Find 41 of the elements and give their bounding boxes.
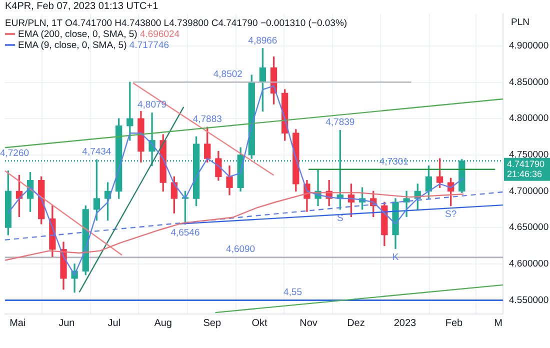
y-tick-label: 4.600000 — [509, 258, 549, 270]
y-tick-label: 4.650000 — [509, 222, 549, 234]
annotation: 4,7839 — [326, 117, 355, 128]
x-tick-label: Sep — [203, 318, 222, 329]
x-tick-label: Jun — [58, 318, 75, 329]
x-tick-label: Dez — [347, 318, 365, 329]
y-axis-title: PLN — [511, 17, 530, 28]
annotation: S — [336, 212, 344, 224]
annotation: 4,8966 — [248, 35, 278, 46]
chart-title: K4PR, Feb 07, 2023 01:13 UTC+1 — [5, 1, 158, 12]
annotation: S? — [445, 209, 457, 220]
annotation: 4,8502 — [213, 69, 242, 80]
ref-line-label: 4.741790 21:46:36 — [507, 158, 545, 179]
y-tick-label: 4.700000 — [509, 186, 549, 197]
annotation: 4,6090 — [226, 244, 256, 256]
y-tick-label: 4.850000 — [509, 76, 549, 88]
y-tick-label: 4.750000 — [509, 150, 549, 161]
annotation: 4,7883 — [192, 114, 222, 125]
annotation: 4,8079 — [137, 100, 167, 111]
legend-label: EMA (9, close, 0, SMA, 5) — [18, 40, 128, 51]
annotation: 4,7301 — [379, 156, 408, 168]
x-tick-label: Okt — [252, 318, 268, 329]
x-tick-label: Nov — [300, 318, 318, 329]
annotation: 4.696024 — [140, 29, 180, 40]
annotation: 4,55 — [283, 287, 302, 298]
y-tick-label: 4.800000 — [509, 113, 549, 124]
x-tick-label: M — [494, 318, 502, 329]
x-tick-label: Jul — [108, 318, 120, 329]
chart-subtitle: EUR/PLN, 1T O4.741700 H4.743800 L4.739800 C4.741790 −0.001310 (−0.03%) — [5, 18, 348, 29]
x-tick-label: Aug — [154, 318, 172, 329]
annotation: 4,6546 — [170, 228, 200, 239]
legend-label: EMA (200, close, 0, SMA, 5) — [18, 29, 138, 40]
y-tick-label: 4.550000 — [509, 294, 549, 306]
annotation: 4.717746 — [129, 40, 170, 51]
x-tick-label: Feb — [445, 318, 464, 329]
x-tick-label: 2023 — [394, 318, 417, 329]
annotation: 4,7434 — [82, 146, 112, 158]
annotation: 4,7260 — [0, 148, 30, 159]
y-tick-label: 4.900000 — [509, 40, 549, 52]
annotation: K — [392, 252, 400, 263]
x-tick-label: Mai — [10, 318, 26, 329]
